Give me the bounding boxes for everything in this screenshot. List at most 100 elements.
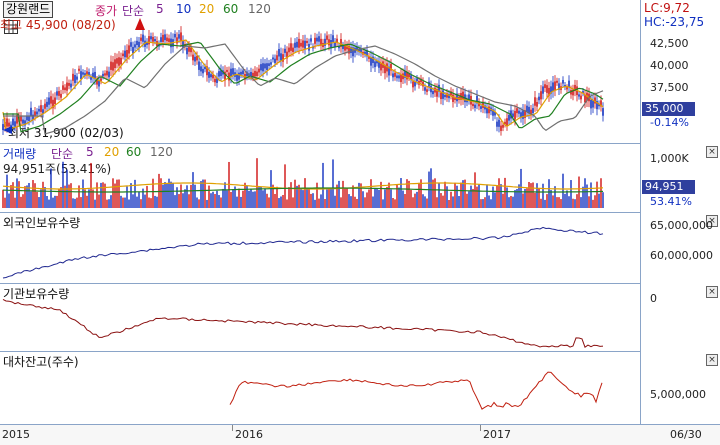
volume-bar [470,185,472,208]
candle-body [120,57,122,65]
volume-bar [496,185,498,208]
candle-body [356,46,358,51]
candle-body [304,40,306,49]
candle-body [206,66,208,76]
volume-bar [276,186,278,208]
close-icon[interactable]: × [706,354,718,366]
candle-body [204,66,206,70]
volume-bar [412,197,414,208]
candle-body [88,72,90,76]
candle-body [360,48,362,53]
candle-body [314,37,316,44]
candle-body [150,36,152,40]
current-price-tag: 35,000 [642,102,695,116]
volume-bar [342,180,344,208]
candle-body [114,59,116,69]
volume-bar [10,185,12,208]
volume-bar [354,196,356,208]
volume-bar [166,183,168,208]
volume-bar [392,198,394,208]
candle-body [374,61,376,68]
volume-bar [376,189,378,208]
volume-bar [302,190,304,208]
volume-bar [148,197,150,208]
candle-body [548,87,550,96]
candle-body [230,68,232,78]
volume-bar [54,195,56,208]
candle-body [338,46,340,49]
volume-bar [218,195,220,208]
low-marker: 최저 31,900 (02/03) [8,126,124,140]
candle-body [438,84,440,92]
candle-body [256,71,258,77]
candle-body [38,108,40,112]
volume-bar [442,195,444,208]
volume-bar [2,189,4,208]
candle-body [498,119,500,127]
candle-body [468,94,470,100]
volume-bar [12,182,14,208]
candle-body [100,78,102,81]
volume-bar [254,191,256,208]
volume-bar [584,178,586,208]
candle-body [224,71,226,81]
volume-bar [406,179,408,208]
date-2015: 2015 [2,428,30,441]
hc-value: HC:-23,75 [644,15,705,29]
volume-bar [94,199,96,208]
close-icon[interactable]: × [706,286,718,298]
volume-bar [114,183,116,208]
candle-body [440,92,442,100]
chart-plot-area[interactable] [0,0,640,424]
volume-bar [598,193,600,208]
candle-body [212,74,214,79]
volume-bar [434,178,436,208]
candle-body [478,102,480,107]
volume-bar [570,180,572,208]
volume-bar [382,199,384,208]
close-icon[interactable]: × [706,215,718,227]
foreign-tick-2: 60,000,000 [650,249,713,262]
volume-bar [56,195,58,208]
candle-body [130,42,132,47]
grid-icon[interactable] [4,20,18,34]
candle-body [98,79,100,87]
stock-name[interactable]: 강원랜드 [3,1,54,18]
candle-body [534,97,536,106]
candle-body [540,91,542,100]
volume-bar [206,199,208,208]
candle-body [574,84,576,92]
candle-body [462,91,464,100]
volume-bar [524,189,526,208]
candle-body [524,110,526,118]
volume-bar [362,191,364,208]
volume-bar [194,184,196,208]
close-icon[interactable]: × [706,146,718,158]
volume-bar [336,184,338,208]
candle-body [58,91,60,96]
candle-body [216,77,218,83]
low-arrow [3,126,12,134]
candle-body [60,93,62,98]
volume-bar [566,190,568,208]
candle-body [514,110,516,120]
volume-bar [266,193,268,208]
foreign-title: 외국인보유수량 [3,216,81,230]
candle-body [220,69,222,76]
candle-body [26,116,28,121]
volume-bar [36,191,38,208]
candle-body [580,95,582,100]
candle-body [134,44,136,48]
candle-body [494,111,496,116]
volume-bar [82,179,84,208]
volume-bar [234,186,236,208]
volume-bar [394,199,396,208]
candle-body [504,121,506,125]
volume-bar [16,178,18,208]
candle-body [394,72,396,77]
candle-body [192,54,194,61]
candle-body [148,36,150,45]
volume-bar [424,196,426,208]
volume-bar [536,183,538,208]
volume-bar [306,188,308,208]
